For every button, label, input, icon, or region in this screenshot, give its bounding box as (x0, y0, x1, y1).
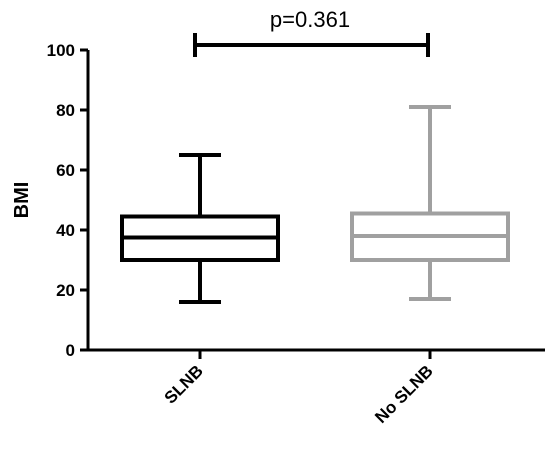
x-tick-label: SLNB (161, 361, 207, 407)
p-value-label: p=0.361 (270, 7, 350, 32)
box-series (120, 105, 510, 304)
y-tick-label: 40 (56, 221, 75, 240)
significance-bracket: p=0.361 (193, 7, 430, 57)
y-tick-label: 80 (56, 101, 75, 120)
y-tick-label: 100 (47, 41, 75, 60)
y-tick-label: 0 (66, 341, 75, 360)
y-axis: 0 20 40 60 80 100 (47, 41, 90, 360)
x-tick-label: No SLNB (371, 361, 437, 427)
y-tick-label: 60 (56, 161, 75, 180)
box-no-slnb (350, 105, 510, 301)
y-tick-label: 20 (56, 281, 75, 300)
y-axis-title: BMI (11, 182, 33, 219)
x-axis: SLNB No SLNB (88, 348, 545, 427)
box-slnb (120, 153, 280, 304)
